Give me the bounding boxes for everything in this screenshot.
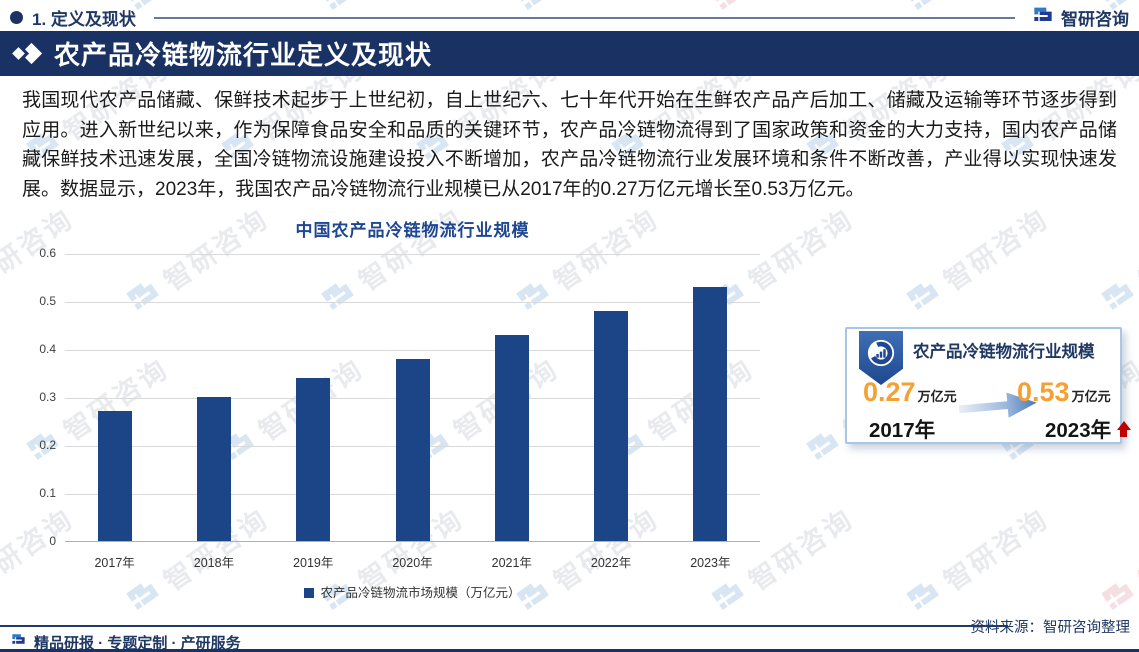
x-tick-label: 2021年: [491, 556, 532, 570]
brand-logo: 智研咨询: [1031, 3, 1129, 32]
start-stat-value: 0.27 万亿元: [863, 377, 957, 408]
start-number: 0.27: [863, 377, 916, 407]
x-tick-label: 2018年: [193, 556, 235, 570]
card-title: 农产品冷链物流行业规模: [913, 343, 1095, 361]
end-year: 2023年: [1045, 413, 1131, 443]
chart-bar: [196, 397, 231, 541]
intro-paragraph: 我国现代农产品储藏、保鲜技术起步于上世纪初，自上世纪六、七十年代开始在生鲜农产品…: [22, 90, 1117, 200]
end-unit: 万亿元: [1071, 389, 1111, 404]
bottom-strip: [0, 649, 1139, 652]
footer-services: 精品研报 · 专题定制 · 产研服务: [10, 631, 241, 652]
footer-divider: [0, 625, 1008, 627]
header-divider: [153, 16, 1015, 19]
section-label: 1. 定义及现状: [32, 10, 136, 29]
end-number: 0.53: [1017, 377, 1070, 407]
y-tick-label: 0: [49, 534, 56, 548]
section-banner: 农产品冷链物流行业定义及现状: [0, 31, 1139, 76]
legend-marker-icon: [304, 588, 315, 598]
y-tick-label: 0.2: [39, 438, 56, 452]
chart-bar: [494, 334, 529, 541]
double-diamond-icon: [12, 42, 46, 64]
legend-label: 农产品冷链物流市场规模（万亿元）: [320, 586, 521, 600]
banner-title: 农产品冷链物流行业定义及现状: [54, 40, 433, 70]
data-source: 资料来源：智研咨询整理: [970, 620, 1131, 636]
growth-arrow-icon: [958, 388, 1039, 430]
chart-bar: [594, 310, 629, 541]
page-header: 1. 定义及现状 智研咨询: [0, 0, 1139, 31]
y-tick-label: 0.3: [39, 390, 56, 404]
x-tick-label: 2019年: [293, 556, 334, 570]
chart-bar: [97, 411, 132, 541]
chart-y-axis: 0 0.1 0.2 0.3 0.4 0.5 0.6: [20, 246, 56, 548]
y-tick-label: 0.4: [39, 342, 56, 356]
y-tick-label: 0.6: [39, 246, 56, 260]
x-tick-label: 2023年: [690, 556, 731, 570]
services-text: 精品研报 · 专题定制 · 产研服务: [34, 634, 241, 652]
x-tick-label: 2022年: [590, 556, 632, 570]
chart-plot: [65, 254, 760, 542]
chart-title: 中国农产品冷链物流行业规模: [295, 221, 530, 240]
chart-legend: 农产品冷链物流市场规模（万亿元）: [65, 582, 760, 601]
chart-bar: [395, 358, 430, 541]
x-tick-label: 2020年: [392, 556, 433, 570]
y-tick-label: 0.5: [39, 294, 56, 308]
chart-bar: [296, 377, 331, 541]
end-year-label: 2023年: [1045, 419, 1112, 442]
bar-chart: 中国农产品冷链物流行业规模 0 0.1 0.2 0.3 0.4 0.5 0.6 2017年 2…: [20, 212, 780, 612]
end-stat-value: 0.53 万亿元: [1017, 377, 1111, 408]
start-year: 2017年: [869, 419, 936, 442]
bullet-icon: [10, 11, 23, 24]
start-unit: 万亿元: [917, 389, 957, 404]
brand-logo-icon: [1031, 3, 1055, 32]
footer-logo-icon: [10, 631, 27, 652]
y-tick-label: 0.1: [39, 486, 56, 500]
chart-bar: [693, 286, 728, 541]
x-tick-label: 2017年: [94, 556, 135, 570]
chart-x-axis: 2017年 2018年 2019年 2020年 2021年 2022年 2023年: [65, 552, 760, 570]
brand-name: 智研咨询: [1061, 10, 1129, 29]
highlight-card: 农产品冷链物流行业规模 0.27 万亿元 2017年: [845, 327, 1131, 444]
up-arrow-icon: [1116, 421, 1131, 437]
